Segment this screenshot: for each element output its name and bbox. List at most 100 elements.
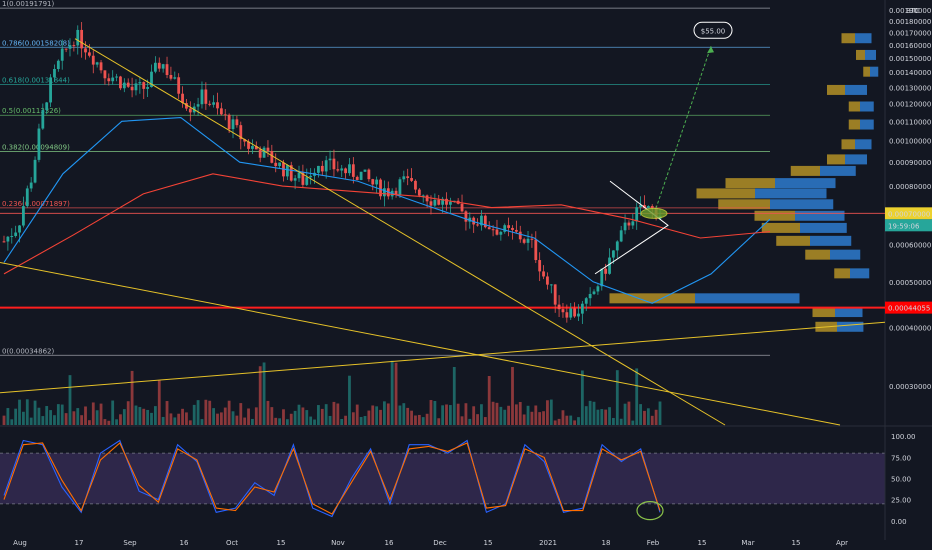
candle-body xyxy=(188,108,192,113)
candle-body xyxy=(146,87,150,89)
volume-bar xyxy=(577,417,580,425)
candle-body xyxy=(639,205,642,208)
falling-trendline xyxy=(0,261,841,426)
volume-bar xyxy=(6,408,10,425)
candle-body xyxy=(534,239,538,261)
candle-body xyxy=(72,45,76,47)
candle-body xyxy=(495,229,499,235)
volume-bar xyxy=(68,375,72,425)
volume-bar xyxy=(619,418,623,425)
candle-body xyxy=(289,165,293,181)
volume-bar xyxy=(445,404,448,425)
candle-body xyxy=(119,76,122,89)
candle-body xyxy=(375,179,379,185)
volume-bar xyxy=(130,370,134,425)
candle-body xyxy=(278,162,281,167)
volume-bar xyxy=(192,404,196,425)
candle-body xyxy=(227,114,231,130)
volume-bar xyxy=(29,417,33,425)
profile-bar-up xyxy=(795,210,845,221)
volume-bar xyxy=(514,404,518,425)
volume-bar xyxy=(495,402,499,425)
volume-bar xyxy=(452,366,456,425)
volume-bar xyxy=(91,402,95,425)
volume-bar xyxy=(627,401,631,425)
volume-bar xyxy=(410,410,413,425)
price-tag-label: 19:59:06 xyxy=(888,222,920,230)
candle-body xyxy=(91,55,95,65)
candle-body xyxy=(208,103,212,105)
profile-bar-up xyxy=(820,165,856,176)
candle-body xyxy=(142,82,146,89)
candle-body xyxy=(153,62,157,72)
volume-bar xyxy=(487,375,491,425)
volume-bar xyxy=(80,415,84,425)
price-axis-unit: BTC xyxy=(906,7,920,15)
candle-body xyxy=(584,298,588,304)
volume-bar xyxy=(18,399,21,425)
candle-body xyxy=(514,229,518,232)
time-tick-label: Oct xyxy=(226,539,238,547)
candle-body xyxy=(231,119,235,130)
profile-bar-up xyxy=(855,139,872,150)
volume-bar xyxy=(111,400,115,425)
volume-bar xyxy=(76,408,80,425)
volume-bar xyxy=(60,404,64,425)
candle-body xyxy=(468,217,472,222)
time-tick-label: Aug xyxy=(13,539,27,547)
volume-bar xyxy=(274,417,278,425)
volume-bar xyxy=(553,420,557,425)
candle-body xyxy=(80,29,84,49)
volume-bar xyxy=(328,415,332,425)
volume-bar xyxy=(157,380,161,425)
candle-body xyxy=(200,89,204,105)
volume-bar xyxy=(584,406,588,425)
volume-bar xyxy=(472,406,476,425)
volume-bar xyxy=(344,415,347,425)
candle-body xyxy=(421,195,425,197)
time-tick-label: 15 xyxy=(484,539,493,547)
volume-bar xyxy=(126,401,130,425)
candle-body xyxy=(383,188,386,197)
volume-bar xyxy=(320,408,324,425)
profile-bar-up xyxy=(870,66,879,77)
volume-bar xyxy=(375,406,379,425)
volume-bar xyxy=(530,411,534,425)
volume-bar xyxy=(56,404,60,425)
candle-body xyxy=(425,195,429,202)
volume-bar xyxy=(119,414,122,425)
volume-bar xyxy=(41,416,45,425)
volume-bar xyxy=(464,403,468,425)
volume-bar xyxy=(561,410,565,425)
volume-bar xyxy=(421,417,425,425)
volume-bar xyxy=(340,418,344,425)
volume-bar xyxy=(84,406,87,425)
volume-bar xyxy=(2,415,6,425)
profile-bar-down xyxy=(609,293,695,304)
volume-bar xyxy=(456,403,460,425)
profile-bar-up xyxy=(810,235,852,246)
candle-body xyxy=(305,177,309,185)
candle-body xyxy=(363,169,367,172)
volume-bar xyxy=(227,400,231,425)
volume-bar xyxy=(188,420,192,425)
candle-body xyxy=(643,205,646,209)
candle-body xyxy=(235,119,239,126)
time-axis[interactable]: Aug 17 Sep 16 Oct 15 Nov 16 Dec 15 2021 18 Feb 15 Mar 1… xyxy=(13,539,848,547)
profile-bar-up xyxy=(837,321,864,332)
price-tick-label: 0.00050000 xyxy=(889,279,931,287)
volume-bar xyxy=(208,400,212,425)
profile-bar-up xyxy=(800,222,847,233)
candle-body xyxy=(612,250,615,258)
candle-body xyxy=(379,179,382,197)
volume-bar xyxy=(332,401,336,425)
volume-bar xyxy=(394,362,398,425)
volume-bar xyxy=(351,412,355,425)
volume-bar xyxy=(398,405,402,425)
candle-body xyxy=(177,77,181,94)
volume-bar xyxy=(518,402,522,425)
candle-body xyxy=(87,52,91,56)
candle-body xyxy=(646,206,650,209)
